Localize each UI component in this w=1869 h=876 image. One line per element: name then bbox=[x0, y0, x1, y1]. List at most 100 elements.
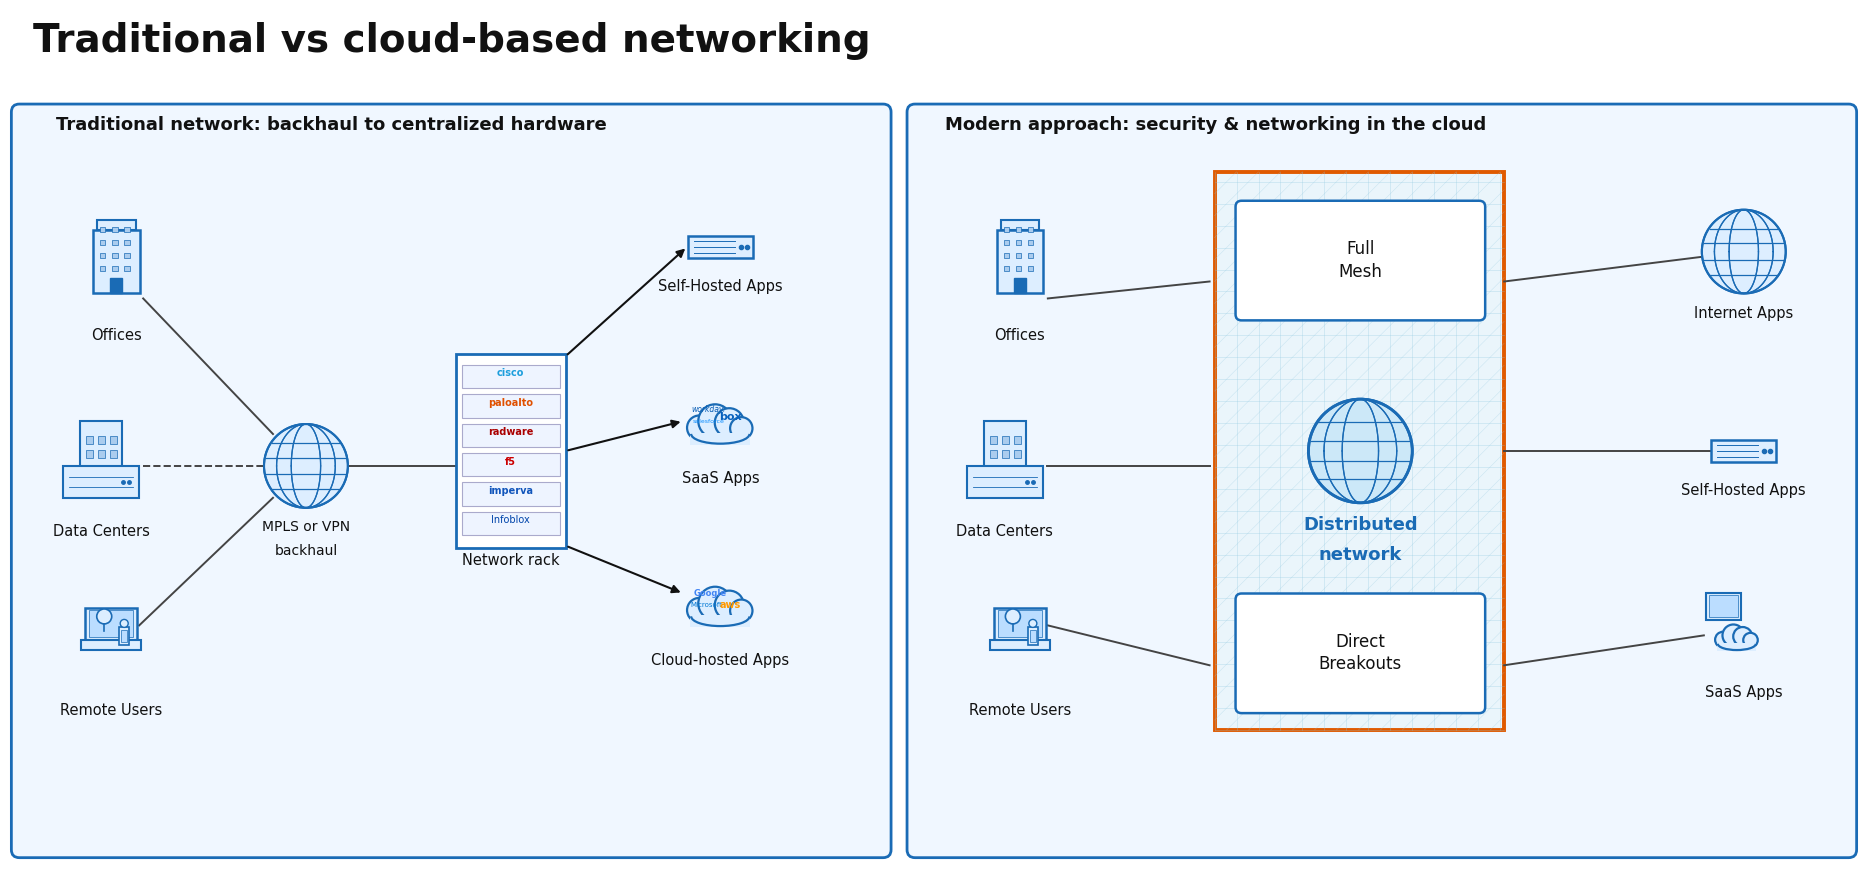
Bar bbox=[80, 640, 142, 650]
Bar bbox=[121, 631, 127, 642]
Bar bbox=[1718, 643, 1757, 651]
Bar bbox=[1000, 220, 1039, 230]
Bar bbox=[110, 436, 118, 444]
Bar bbox=[991, 450, 996, 458]
Bar bbox=[93, 230, 140, 293]
Bar bbox=[966, 466, 1043, 498]
Text: Data Centers: Data Centers bbox=[52, 524, 150, 539]
Bar bbox=[110, 450, 118, 458]
Text: Traditional network: backhaul to centralized hardware: Traditional network: backhaul to central… bbox=[56, 116, 607, 134]
Text: Self-Hosted Apps: Self-Hosted Apps bbox=[1682, 483, 1805, 498]
Text: cisco: cisco bbox=[497, 369, 525, 378]
Text: network: network bbox=[1320, 546, 1402, 563]
Bar bbox=[1013, 450, 1020, 458]
Bar bbox=[1028, 265, 1034, 272]
Circle shape bbox=[264, 424, 348, 508]
Bar bbox=[462, 453, 559, 477]
Bar bbox=[1004, 265, 1009, 272]
Bar bbox=[1712, 440, 1776, 462]
Bar bbox=[1013, 279, 1026, 293]
Bar bbox=[1002, 436, 1009, 444]
Bar bbox=[991, 436, 996, 444]
Bar bbox=[1015, 252, 1020, 258]
Bar bbox=[1028, 227, 1034, 232]
Bar bbox=[1028, 252, 1034, 258]
Bar bbox=[125, 252, 129, 258]
Text: imperva: imperva bbox=[488, 486, 533, 496]
Bar bbox=[1002, 450, 1009, 458]
Bar bbox=[1028, 240, 1034, 245]
Text: Direct
Breakouts: Direct Breakouts bbox=[1320, 633, 1402, 674]
Bar bbox=[99, 265, 105, 272]
Bar bbox=[994, 609, 1047, 642]
Bar bbox=[99, 227, 105, 232]
Bar bbox=[112, 252, 118, 258]
Bar bbox=[1030, 631, 1035, 642]
Text: Data Centers: Data Centers bbox=[957, 524, 1054, 539]
Bar bbox=[462, 483, 559, 505]
Text: Traditional vs cloud-based networking: Traditional vs cloud-based networking bbox=[34, 22, 871, 60]
Text: paloalto: paloalto bbox=[488, 398, 533, 408]
Bar bbox=[983, 421, 1026, 471]
Circle shape bbox=[1723, 625, 1744, 646]
FancyBboxPatch shape bbox=[11, 104, 892, 858]
Text: Internet Apps: Internet Apps bbox=[1693, 307, 1794, 321]
Bar bbox=[462, 512, 559, 535]
Bar bbox=[1710, 596, 1738, 618]
Bar bbox=[1004, 240, 1009, 245]
Bar bbox=[462, 423, 559, 447]
Bar bbox=[112, 240, 118, 245]
Circle shape bbox=[731, 599, 753, 622]
Bar bbox=[1013, 436, 1020, 444]
Circle shape bbox=[688, 598, 712, 623]
Bar bbox=[462, 364, 559, 388]
Text: Modern approach: security & networking in the cloud: Modern approach: security & networking i… bbox=[946, 116, 1486, 134]
Bar bbox=[120, 627, 129, 646]
Bar bbox=[125, 240, 129, 245]
Bar bbox=[462, 394, 559, 418]
Circle shape bbox=[714, 408, 744, 437]
Text: aws: aws bbox=[720, 600, 740, 611]
Bar bbox=[1004, 227, 1009, 232]
Circle shape bbox=[714, 590, 744, 619]
Circle shape bbox=[1006, 609, 1020, 624]
Bar bbox=[86, 609, 136, 642]
Text: workday.: workday. bbox=[692, 405, 725, 413]
Bar bbox=[99, 252, 105, 258]
Circle shape bbox=[1308, 399, 1413, 503]
Text: backhaul: backhaul bbox=[275, 544, 338, 558]
Text: box: box bbox=[720, 412, 742, 422]
Circle shape bbox=[1028, 619, 1037, 627]
Text: salesforce: salesforce bbox=[692, 419, 725, 424]
Bar bbox=[125, 227, 129, 232]
Bar bbox=[456, 354, 566, 548]
Text: Full
Mesh: Full Mesh bbox=[1338, 241, 1383, 280]
Circle shape bbox=[1703, 209, 1785, 293]
Bar bbox=[97, 220, 136, 230]
Bar bbox=[1718, 634, 1757, 647]
Bar bbox=[86, 436, 93, 444]
Text: Remote Users: Remote Users bbox=[968, 703, 1071, 718]
Bar bbox=[99, 240, 105, 245]
Text: Offices: Offices bbox=[994, 328, 1045, 343]
Bar bbox=[690, 420, 749, 440]
FancyBboxPatch shape bbox=[906, 104, 1856, 858]
FancyBboxPatch shape bbox=[1235, 594, 1486, 713]
Bar bbox=[1015, 227, 1020, 232]
Bar bbox=[991, 640, 1050, 650]
Bar bbox=[1706, 592, 1742, 620]
Text: f5: f5 bbox=[505, 456, 516, 467]
Bar bbox=[688, 236, 753, 258]
Text: Google: Google bbox=[693, 589, 727, 598]
Text: SaaS Apps: SaaS Apps bbox=[1705, 685, 1783, 700]
Circle shape bbox=[97, 609, 112, 624]
Bar bbox=[125, 265, 129, 272]
Text: Network rack: Network rack bbox=[462, 553, 559, 568]
Bar bbox=[1215, 172, 1505, 730]
Bar bbox=[80, 421, 121, 471]
Bar bbox=[112, 265, 118, 272]
Circle shape bbox=[1716, 632, 1731, 647]
Bar bbox=[1004, 252, 1009, 258]
Bar bbox=[1015, 265, 1020, 272]
Circle shape bbox=[1744, 632, 1757, 647]
